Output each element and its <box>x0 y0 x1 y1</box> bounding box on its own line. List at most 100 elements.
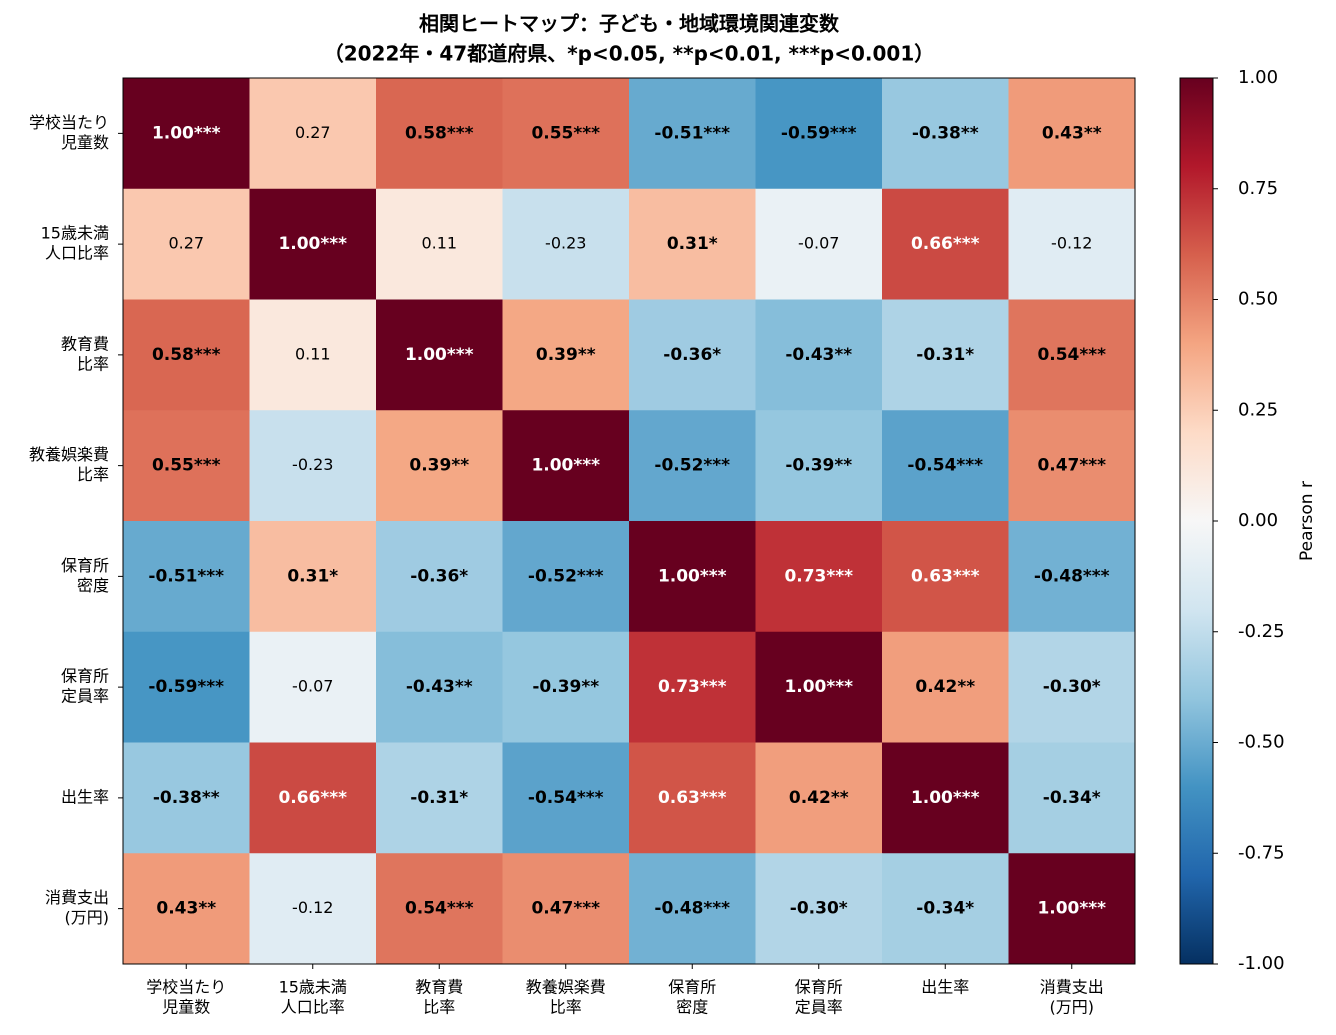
heatmap-cell <box>755 521 883 633</box>
heatmap-cell <box>1008 78 1136 190</box>
heatmap-cell <box>882 188 1009 300</box>
heatmap-cell <box>1008 521 1136 633</box>
cell-label: -0.36* <box>410 566 468 586</box>
heatmap-cell <box>502 78 630 190</box>
cell-label: -0.34* <box>916 899 974 919</box>
cell-label: 1.00*** <box>531 456 600 476</box>
x-tick-label: 消費支出 <box>1040 978 1104 997</box>
heatmap-cell <box>755 742 883 854</box>
plot-frame <box>122 77 1136 965</box>
x-tick-label: 学校当たり <box>146 978 226 997</box>
cell-label: 0.42** <box>789 788 849 808</box>
cell-label: -0.51*** <box>654 123 730 143</box>
heatmap-cell <box>123 188 250 300</box>
cell-label: -0.43** <box>785 345 852 365</box>
cell-label: 1.00*** <box>784 677 853 697</box>
cell-label: -0.59*** <box>781 123 857 143</box>
cell-label: -0.23 <box>545 234 586 253</box>
heatmap-cell <box>1008 188 1136 300</box>
heatmap-cell <box>123 299 250 411</box>
heatmap-cell <box>882 742 1009 854</box>
colorbar-tick-label: 0.50 <box>1238 289 1278 310</box>
cell-label: -0.54*** <box>907 456 983 476</box>
y-tick-label: 教育費 <box>61 334 109 353</box>
heatmap-cell <box>755 78 883 190</box>
cell-label: 0.39** <box>536 345 596 365</box>
heatmap-cell <box>249 521 377 633</box>
y-tick-label: 保育所 <box>61 667 109 686</box>
colorbar-tick-label: -1.00 <box>1238 953 1285 974</box>
y-tick-label: 密度 <box>77 576 109 595</box>
y-tick-label: 人口比率 <box>45 244 109 263</box>
cell-label: -0.43** <box>406 677 473 697</box>
cell-label: 0.54*** <box>1037 345 1106 365</box>
x-tick-label: 児童数 <box>162 998 210 1017</box>
heatmap-cell <box>376 410 503 522</box>
cell-label: 1.00*** <box>658 566 727 586</box>
cell-label: 0.39** <box>409 456 469 476</box>
cell-label: 1.00*** <box>278 234 347 254</box>
x-tick-label: 比率 <box>423 998 455 1017</box>
heatmap-cell <box>123 521 250 633</box>
cell-label: -0.12 <box>1051 234 1092 253</box>
heatmap-cell <box>249 853 377 965</box>
y-tick-label: 出生率 <box>61 787 109 806</box>
heatmap-cell <box>882 78 1009 190</box>
heatmap-cell <box>1008 742 1136 854</box>
x-tick-label: 15歳未満 <box>279 978 347 997</box>
y-tick-label: 学校当たり <box>29 113 109 132</box>
cell-label: 0.73*** <box>784 566 853 586</box>
cell-label: 1.00*** <box>152 123 221 143</box>
y-tick-label: (万円) <box>65 908 110 927</box>
heatmap-cell <box>376 853 503 965</box>
cell-label: -0.48*** <box>654 899 730 919</box>
x-tick-label: 定員率 <box>795 998 843 1017</box>
heatmap-cell <box>629 521 756 633</box>
colorbar-tick-label: 0.00 <box>1238 510 1278 531</box>
heatmap-cell <box>882 410 1009 522</box>
cell-label: 0.43** <box>156 899 216 919</box>
cell-label: -0.54*** <box>528 788 604 808</box>
x-tick-label: 保育所 <box>795 978 843 997</box>
y-tick-label: 比率 <box>77 465 109 484</box>
colorbar-tick-label: -0.50 <box>1238 732 1285 753</box>
y-tick-label: 定員率 <box>61 687 109 706</box>
heatmap-cell <box>755 299 883 411</box>
heatmap-cell <box>629 410 756 522</box>
cell-label: -0.30* <box>1043 677 1101 697</box>
chart-title: 相関ヒートマップ：子ども・地域環境関連変数 <box>419 12 840 36</box>
heatmap-cell <box>882 853 1009 965</box>
cell-label: 0.54*** <box>405 899 474 919</box>
cell-label: 0.47*** <box>531 899 600 919</box>
heatmap-cell <box>123 78 250 190</box>
cell-label: 0.43** <box>1042 123 1102 143</box>
heatmap-cell <box>1008 410 1136 522</box>
cell-label: -0.39** <box>785 456 852 476</box>
heatmap-cell <box>755 410 883 522</box>
heatmap-cell <box>249 742 377 854</box>
cell-label: -0.59*** <box>148 677 224 697</box>
cell-label: 1.00*** <box>405 345 474 365</box>
cell-label: 0.63*** <box>658 788 727 808</box>
cell-label: 0.11 <box>295 344 331 363</box>
x-tick-label: 保育所 <box>668 978 716 997</box>
heatmap-cell <box>629 631 756 743</box>
cell-label: 1.00*** <box>1037 899 1106 919</box>
x-tick-label: 出生率 <box>921 978 969 997</box>
cell-label: 0.66*** <box>911 234 980 254</box>
heatmap-cell <box>123 631 250 743</box>
x-tick-label: (万円) <box>1050 998 1095 1017</box>
cell-label: 0.58*** <box>152 345 221 365</box>
heatmap-cell <box>376 78 503 190</box>
cell-label: -0.38** <box>153 788 220 808</box>
colorbar-tick-label: -0.75 <box>1238 842 1285 863</box>
heatmap-cell <box>629 742 756 854</box>
x-tick-label: 人口比率 <box>281 998 345 1017</box>
cell-label: -0.34* <box>1043 788 1101 808</box>
cell-label: -0.31* <box>410 788 468 808</box>
y-tick-label: 15歳未満 <box>41 224 109 243</box>
cell-label: 0.27 <box>295 123 331 142</box>
x-tick-label: 密度 <box>676 998 708 1017</box>
cell-label: -0.23 <box>292 455 333 474</box>
heatmap-cell <box>376 299 503 411</box>
